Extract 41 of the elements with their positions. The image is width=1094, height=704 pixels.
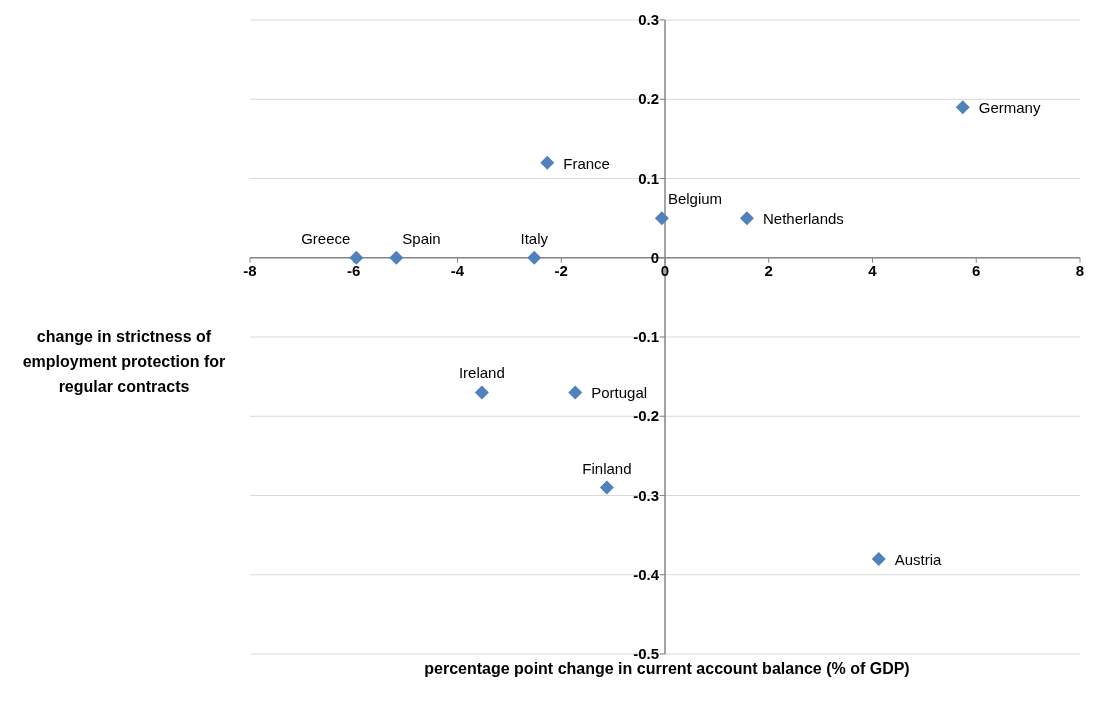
y-axis-title: change in strictness of employment protection for regular contracts: [21, 327, 227, 397]
y-tick-label: 0: [650, 248, 659, 266]
point: [654, 211, 669, 226]
point: [955, 100, 970, 115]
y-tick-label: 0.3: [638, 11, 659, 28]
x-tick-label: -4: [450, 261, 465, 279]
x-axis-title: percentage point change in current account balance (% of GDP): [423, 660, 911, 678]
y-tick-label: -0.4: [633, 565, 660, 583]
y-tick-label: -0.3: [633, 486, 659, 504]
annotation: Finland: [582, 459, 632, 477]
y-tick-label: -0.5: [633, 645, 659, 662]
point: [739, 211, 754, 226]
x-tick-label: -8: [243, 261, 257, 279]
point: [474, 385, 489, 400]
y-tick-label: 0.1: [638, 169, 659, 187]
x-tick-label: 6: [972, 261, 981, 279]
point: [389, 250, 404, 265]
annotation: Ireland: [458, 364, 505, 382]
annotation: Greece: [301, 229, 351, 247]
annotation: Belgium: [667, 190, 723, 208]
annotation: Austria: [894, 550, 943, 568]
point: [568, 385, 583, 400]
x-tick-label: 4: [868, 261, 878, 279]
point: [527, 250, 542, 265]
y-tick-label: -0.1: [633, 328, 659, 345]
annotation: Netherlands: [762, 210, 844, 228]
point: [599, 480, 614, 495]
point: [871, 551, 886, 566]
annotation: Spain: [402, 229, 441, 247]
annotation: France: [563, 154, 610, 172]
y-tick-label: -0.2: [633, 407, 659, 425]
annotation: Italy: [520, 229, 549, 247]
point: [540, 155, 555, 170]
x-tick-label: 2: [764, 261, 773, 279]
annotation: Germany: [978, 99, 1041, 117]
x-tick-label: -2: [554, 261, 568, 279]
x-tick-label: -6: [347, 261, 361, 279]
x-tick-label: 8: [1075, 261, 1085, 279]
point: [349, 250, 364, 265]
y-tick-label: 0.2: [638, 90, 659, 108]
annotation: Portugal: [591, 384, 648, 402]
